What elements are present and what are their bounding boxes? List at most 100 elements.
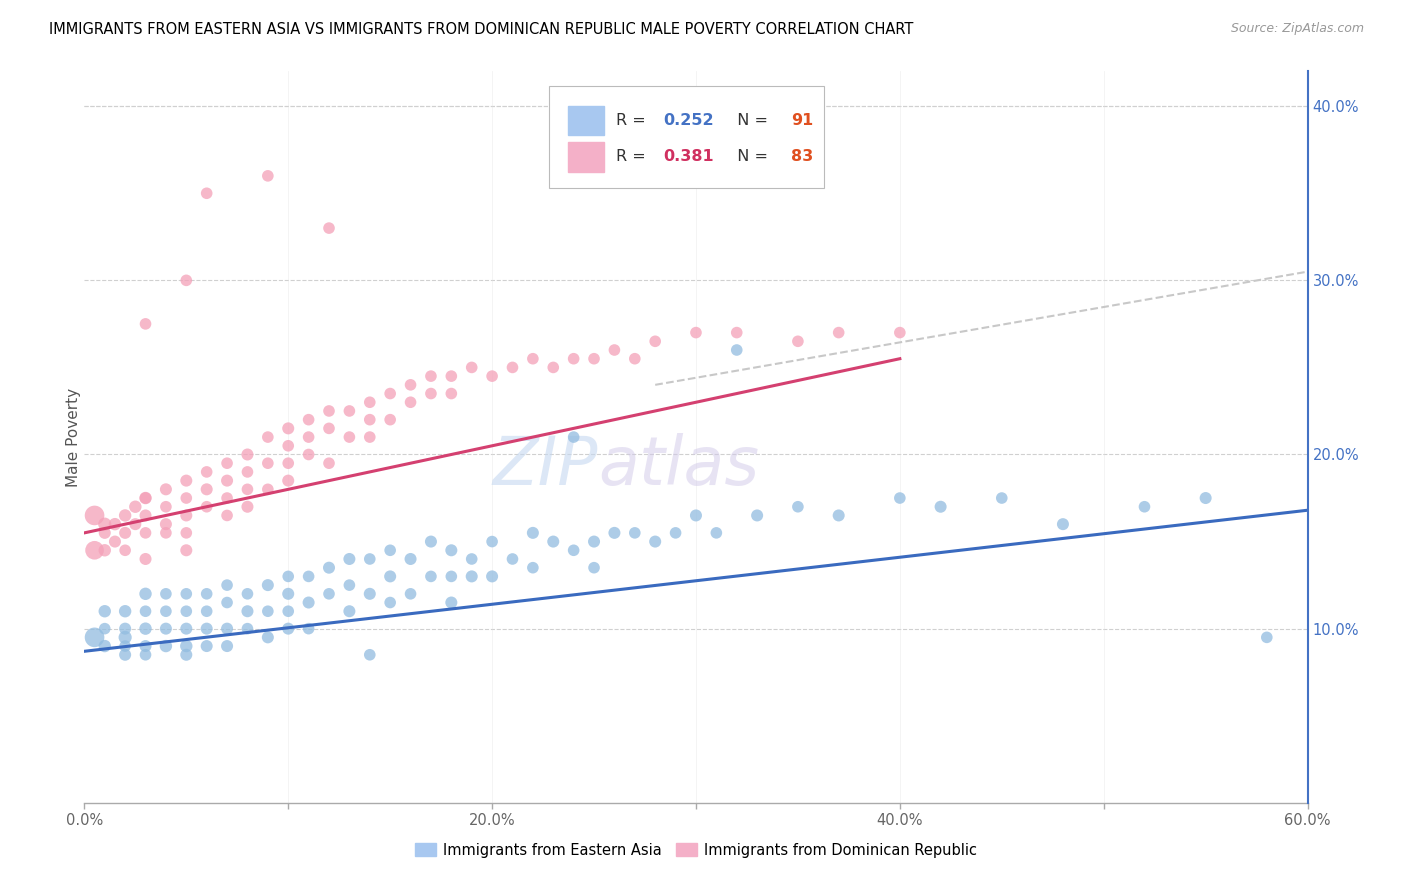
Point — [583, 351, 606, 366]
Point — [562, 543, 585, 558]
Point — [236, 587, 259, 601]
Point — [359, 395, 381, 409]
Point — [399, 552, 422, 566]
Point — [195, 587, 218, 601]
Point — [217, 508, 239, 523]
Point — [174, 604, 197, 618]
Point — [685, 326, 707, 340]
Text: 0.381: 0.381 — [664, 150, 714, 164]
Point — [236, 604, 259, 618]
Point — [277, 474, 299, 488]
Point — [440, 569, 463, 583]
Point — [277, 456, 299, 470]
Point — [359, 648, 381, 662]
Point — [380, 386, 402, 401]
Point — [277, 604, 299, 618]
Point — [298, 448, 321, 462]
Point — [481, 534, 503, 549]
Point — [135, 491, 157, 505]
Point — [929, 500, 952, 514]
Point — [114, 525, 136, 540]
Point — [135, 622, 157, 636]
Point — [257, 604, 280, 618]
Point — [399, 587, 422, 601]
Point — [380, 543, 402, 558]
Point — [104, 534, 127, 549]
Point — [236, 465, 259, 479]
Point — [257, 483, 280, 497]
Point — [318, 221, 340, 235]
Point — [380, 569, 402, 583]
Point — [420, 569, 443, 583]
Point — [236, 622, 259, 636]
Point — [399, 377, 422, 392]
Point — [318, 456, 340, 470]
Point — [420, 369, 443, 384]
Point — [135, 491, 157, 505]
Point — [124, 517, 146, 532]
Point — [155, 587, 177, 601]
Point — [583, 534, 606, 549]
Point — [889, 491, 911, 505]
Point — [685, 508, 707, 523]
Point — [124, 500, 146, 514]
Point — [399, 395, 422, 409]
Point — [461, 552, 484, 566]
Point — [104, 517, 127, 532]
Bar — [568, 106, 605, 135]
Point — [217, 622, 239, 636]
Point — [114, 622, 136, 636]
FancyBboxPatch shape — [550, 86, 824, 188]
Point — [217, 639, 239, 653]
Point — [440, 543, 463, 558]
Point — [359, 587, 381, 601]
Point — [83, 508, 105, 523]
Point — [174, 474, 197, 488]
Point — [93, 639, 115, 653]
Point — [787, 334, 810, 349]
Point — [583, 560, 606, 574]
Point — [1052, 517, 1074, 532]
Point — [298, 412, 321, 426]
Point — [644, 334, 666, 349]
Point — [174, 543, 197, 558]
Point — [135, 587, 157, 601]
Point — [522, 560, 544, 574]
Point — [481, 369, 503, 384]
Point — [502, 552, 524, 566]
Point — [665, 525, 688, 540]
Point — [93, 525, 115, 540]
Point — [217, 491, 239, 505]
Point — [440, 386, 463, 401]
Point — [83, 543, 105, 558]
Text: 83: 83 — [792, 150, 814, 164]
Point — [828, 508, 851, 523]
Point — [1256, 631, 1278, 645]
Point — [114, 639, 136, 653]
Point — [603, 525, 626, 540]
Text: N =: N = — [727, 113, 773, 128]
Point — [93, 517, 115, 532]
Point — [318, 587, 340, 601]
Point — [195, 500, 218, 514]
Point — [114, 631, 136, 645]
Point — [562, 351, 585, 366]
Point — [114, 604, 136, 618]
Point — [318, 404, 340, 418]
Point — [155, 483, 177, 497]
Text: R =: R = — [616, 113, 651, 128]
Point — [461, 569, 484, 583]
Point — [380, 412, 402, 426]
Point — [706, 525, 728, 540]
Point — [380, 595, 402, 609]
Point — [747, 508, 769, 523]
Point — [624, 351, 647, 366]
Point — [236, 483, 259, 497]
Point — [1195, 491, 1218, 505]
Point — [93, 604, 115, 618]
Point — [236, 500, 259, 514]
Point — [277, 439, 299, 453]
Point — [339, 578, 361, 592]
Point — [135, 508, 157, 523]
Point — [725, 343, 748, 357]
